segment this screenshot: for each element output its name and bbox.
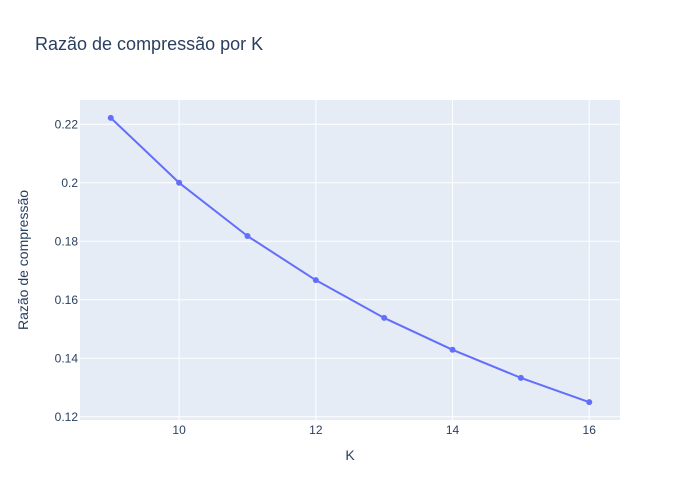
x-tick-label: 10 — [172, 423, 186, 437]
data-point — [586, 399, 593, 406]
data-point — [312, 277, 319, 284]
grid-layer — [80, 100, 620, 420]
tick-label-layer: 10 12 14 16 0.12 0.14 0.16 0.18 0.2 0.22 — [55, 117, 597, 437]
x-axis-title: K — [345, 447, 355, 463]
y-tick-label: 0.22 — [55, 117, 79, 131]
series-layer — [107, 114, 593, 406]
y-tick-label: 0.12 — [55, 410, 79, 424]
data-point — [176, 179, 183, 186]
data-point — [244, 233, 251, 240]
data-point — [381, 314, 388, 321]
y-tick-label: 0.2 — [61, 176, 78, 190]
data-point — [107, 114, 114, 121]
x-tick-label: 12 — [309, 423, 323, 437]
y-tick-label: 0.16 — [55, 293, 79, 307]
x-tick-label: 14 — [446, 423, 460, 437]
chart-title: Razão de compressão por K — [35, 34, 263, 54]
y-tick-label: 0.14 — [55, 351, 79, 365]
x-tick-label: 16 — [583, 423, 597, 437]
plot-area — [80, 100, 620, 420]
data-point — [517, 374, 524, 381]
y-axis-title: Razão de compressão — [15, 190, 31, 330]
y-tick-label: 0.18 — [55, 234, 79, 248]
data-point — [449, 346, 456, 353]
series-line — [110, 117, 590, 404]
